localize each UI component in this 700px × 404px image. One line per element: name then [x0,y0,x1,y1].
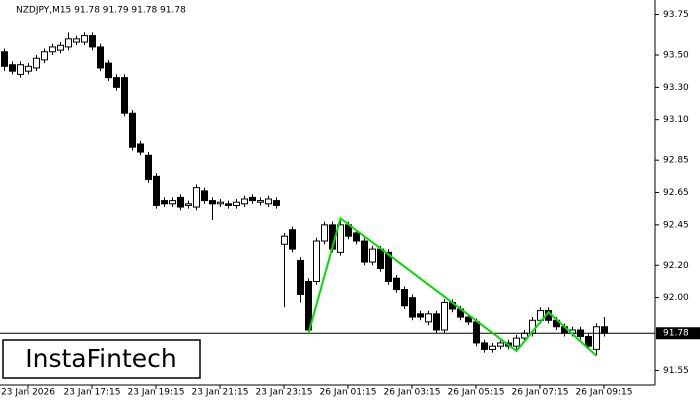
candle-body [281,235,288,245]
candle-body [105,62,112,79]
y-tick-label: 92.65 [663,188,689,198]
candle-body [441,302,448,331]
y-tick-label: 93.30 [663,83,689,93]
candle-body [473,321,480,344]
candle-body [313,240,320,282]
y-tick-label: 92.85 [663,156,689,166]
y-tick-label: 91.55 [663,366,689,376]
candle-body [209,200,216,205]
candle-body [201,190,208,202]
x-tick-label: 26 Jan 05:15 [448,388,505,398]
candle-body [273,200,280,206]
y-tick-label: 93.10 [663,115,689,125]
candle-body [297,259,304,295]
candle-body [425,313,432,323]
candle-body [17,64,24,75]
x-tick-label: 23 Jan 2026 [1,388,55,398]
x-tick-label: 26 Jan 03:15 [384,388,441,398]
y-tick-label: 92.00 [663,293,689,303]
chart-title: NZDJPY,M15 91.78 91.79 91.78 91.78 [16,6,186,16]
logo-box [2,339,201,379]
candle-body [113,77,120,88]
candle-body [337,224,344,253]
candle-body [97,46,104,69]
x-tick-label: 23 Jan 23:15 [256,388,313,398]
candle-body [321,224,328,242]
candle-body [537,310,544,321]
last-price-box [656,327,700,340]
candle-body [177,196,184,208]
candle-body [417,313,424,318]
candle-body [185,203,192,206]
candle-body [601,326,608,334]
candle-body [401,289,408,307]
candle-body [161,200,168,205]
y-tick-label: 93.75 [663,10,689,20]
candle-body [393,277,400,291]
candle-body [57,44,64,51]
candle-body [225,203,232,206]
candle-body [233,201,240,206]
candle-body [121,77,128,114]
candle-body [1,51,8,67]
x-tick-label: 23 Jan 17:15 [64,388,121,398]
candle-body [377,248,384,270]
candle-body [409,297,416,318]
candle-body [593,326,600,350]
candle-body [353,232,360,242]
candle-body [433,313,440,331]
candle-body [369,248,376,263]
candle-body [385,251,392,282]
candle-body [513,337,520,347]
candle-body [585,335,592,347]
candle-body [137,143,144,153]
candle-body [49,46,56,53]
candle-body [241,198,248,205]
candle-body [489,345,496,350]
last-price-label: 91.78 [663,329,689,339]
candle-body [81,35,88,43]
candle-body [33,57,40,69]
candle-body [497,342,504,347]
candle-body [73,38,80,43]
candle-body [249,196,256,202]
candle-body [89,35,96,48]
candle-body [217,201,224,205]
x-tick-label: 26 Jan 01:15 [320,388,377,398]
candle-body [9,64,16,72]
y-tick-label: 92.45 [663,220,689,230]
x-tick-label: 23 Jan 19:15 [128,388,185,398]
pattern-line [307,216,598,357]
candle-body [465,316,472,323]
candle-body [169,200,176,205]
candle-body [481,342,488,350]
candle-body [41,51,48,61]
candle-body [145,154,152,181]
candle-body [193,187,200,208]
x-tick-label: 23 Jan 21:15 [192,388,249,398]
x-tick-label: 26 Jan 07:15 [512,388,569,398]
candle-body [25,65,32,72]
candle-body [361,240,368,263]
y-tick-label: 92.20 [663,261,689,271]
y-tick-label: 93.50 [663,51,689,61]
candle-body [289,229,296,250]
candle-body [257,200,264,203]
candle-body [65,38,72,48]
candle-body [153,175,160,206]
logo: InstaFintech [25,344,177,373]
candle-body [265,198,272,205]
x-tick-label: 26 Jan 09:15 [576,388,633,398]
candle-body [129,112,136,148]
